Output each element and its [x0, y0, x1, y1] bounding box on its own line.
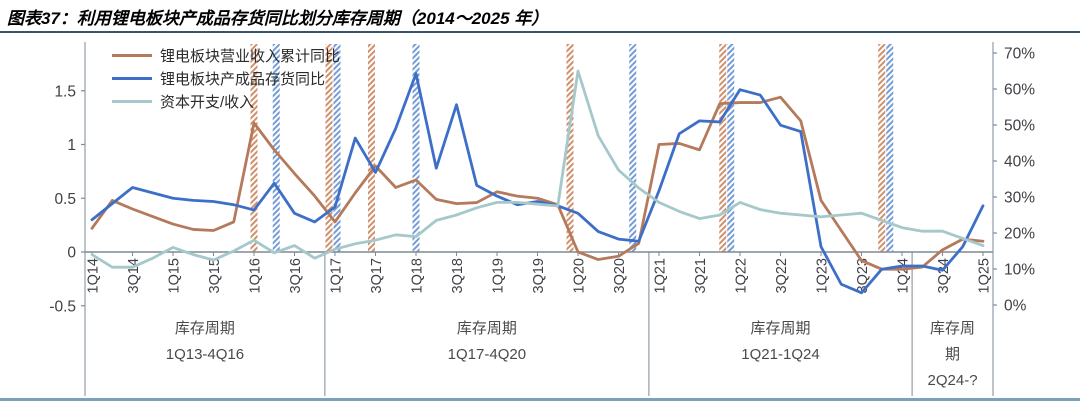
cycle-label-4: 库存周期 2Q24-? — [912, 316, 993, 394]
legend-item-revenue: 锂电板块营业收入累计同比 — [112, 46, 340, 65]
x-axis-tick-label: 1Q21 — [653, 258, 669, 293]
x-axis-tick-label: 3Q15 — [207, 258, 223, 293]
x-axis-tick-label: 1Q16 — [248, 258, 264, 293]
cycle-4-range: 2Q24-? — [927, 372, 978, 389]
cycle-4-name: 库存周期 — [930, 320, 976, 363]
right-axis-tick-label: 0% — [1004, 298, 1027, 315]
cycle-1-range: 1Q13-4Q16 — [165, 346, 245, 363]
legend-label-inventory: 锂电板块产成品存货同比 — [160, 71, 326, 88]
x-axis-tick-label: 1Q14 — [86, 258, 102, 293]
right-axis-tick-label: 50% — [1004, 118, 1035, 135]
legend-item-capex: 资本开支/收入 — [112, 92, 340, 111]
left-axis-tick-label: 0.5 — [54, 191, 76, 208]
x-axis-tick-label: 3Q17 — [369, 258, 385, 293]
turning-point-band-revenue — [250, 44, 258, 252]
x-axis-tick-label: 3Q16 — [288, 258, 304, 293]
legend-item-inventory: 锂电板块产成品存货同比 — [112, 69, 340, 88]
right-axis-tick-label: 70% — [1004, 46, 1035, 63]
x-axis-tick-label: 1Q19 — [491, 258, 507, 293]
right-axis-tick-label: 40% — [1004, 154, 1035, 171]
turning-point-band-inventory — [727, 44, 735, 252]
cycle-3-range: 1Q21-1Q24 — [741, 346, 820, 363]
turning-point-band-revenue — [325, 44, 333, 252]
left-axis-tick-label: 1 — [67, 137, 76, 154]
x-axis-tick-label: 1Q15 — [167, 258, 183, 293]
series-finished-goods-inventory-yoy — [90, 72, 985, 295]
cycle-2-name: 库存周期 — [456, 320, 517, 337]
chart-legend: 锂电板块营业收入累计同比 锂电板块产成品存货同比 资本开支/收入 — [112, 46, 340, 111]
right-axis-tick-label: 10% — [1004, 262, 1035, 279]
turning-point-band-inventory — [886, 44, 894, 252]
left-axis-tick-label: 0 — [67, 245, 76, 262]
right-axis-tick-label: 30% — [1004, 190, 1035, 207]
turning-point-band-revenue — [719, 44, 727, 252]
revenue-line-icon — [112, 54, 152, 57]
right-axis-tick-label: 60% — [1004, 82, 1035, 99]
x-axis-tick-label: 3Q22 — [774, 258, 790, 293]
x-axis-tick-label: 3Q24 — [936, 258, 952, 293]
x-axis-tick-label: 3Q20 — [612, 258, 628, 293]
legend-label-revenue: 锂电板块营业收入累计同比 — [160, 48, 341, 65]
right-axis-tick-label: 20% — [1004, 226, 1035, 243]
left-axis-tick-label: -0.5 — [49, 298, 76, 315]
x-axis-tick-label: 1Q23 — [815, 258, 831, 293]
x-axis-tick-label: 1Q20 — [572, 258, 588, 293]
turning-point-band-inventory — [333, 44, 341, 252]
figure-title: 图表37：利用锂电板块产成品存货同比划分库存周期（2014～2025 年） — [7, 9, 549, 28]
title-rule — [0, 31, 1080, 33]
turning-point-band-revenue — [368, 44, 375, 252]
cycle-label-3: 库存周期 1Q21-1Q24 — [649, 316, 912, 368]
turning-point-band-revenue — [878, 44, 886, 252]
inventory-line-icon — [112, 77, 152, 80]
cycle-label-2: 库存周期 1Q17-4Q20 — [325, 316, 649, 368]
cycle-2-range: 1Q17-4Q20 — [447, 346, 527, 363]
turning-point-band-inventory — [629, 44, 637, 252]
bottom-rule — [0, 398, 1080, 401]
x-axis-tick-label: 3Q19 — [531, 258, 547, 293]
turning-point-band-inventory — [412, 44, 420, 252]
x-axis-tick-label: 1Q22 — [734, 258, 750, 293]
cycle-3-name: 库存周期 — [750, 320, 811, 337]
left-axis-tick-label: 1.5 — [54, 83, 76, 100]
turning-point-band-inventory — [272, 44, 280, 252]
turning-point-band-revenue — [566, 44, 574, 252]
series-revenue-cumulative-yoy — [90, 95, 985, 271]
legend-label-capex: 资本开支/收入 — [160, 94, 255, 111]
x-axis-tick-label: 1Q25 — [977, 258, 993, 293]
x-axis-tick-label: 1Q18 — [410, 258, 426, 293]
cycle-label-1: 库存周期 1Q13-4Q16 — [85, 316, 325, 368]
x-axis-tick-label: 3Q18 — [450, 258, 466, 293]
x-axis-tick-label: 3Q21 — [693, 258, 709, 293]
series-capex-to-revenue — [90, 69, 985, 269]
x-axis-tick-label: 1Q17 — [329, 258, 345, 293]
x-axis-tick-label: 1Q24 — [896, 258, 912, 293]
cycle-1-name: 库存周期 — [174, 320, 235, 337]
capex-line-icon — [112, 100, 152, 103]
